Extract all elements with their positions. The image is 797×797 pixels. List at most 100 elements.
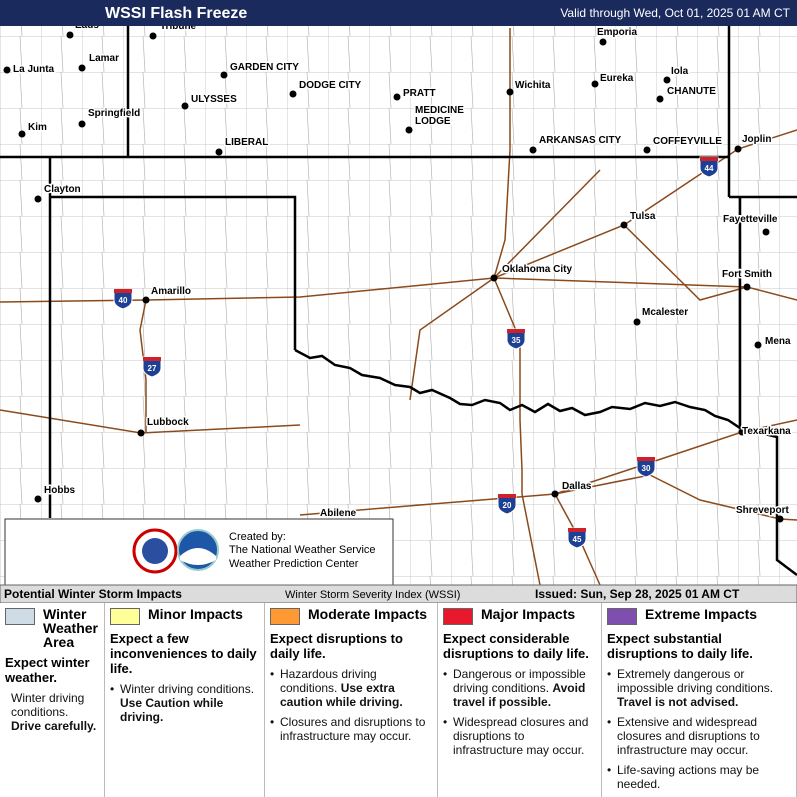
legend-item-text: Winter driving conditions. — [120, 682, 255, 696]
city-label: La Junta — [13, 64, 55, 75]
legend-item-text: Extremely dangerous or impossible drivin… — [617, 667, 774, 695]
interstate-number: 45 — [573, 535, 582, 544]
legend-headline: Expect substantial disruptions to daily … — [607, 631, 753, 661]
city-dot — [663, 76, 671, 84]
legend-item-bold: Use extra caution while driving. — [280, 681, 403, 709]
city-label: Emporia — [597, 27, 637, 38]
city-label: Texarkana — [742, 426, 791, 437]
legend-note-bold: Drive carefully. — [11, 719, 97, 733]
city-dot — [34, 495, 42, 503]
legend-item: Extensive and widespread closures and di… — [607, 715, 791, 757]
city-label: DODGE CITY — [299, 80, 362, 91]
legend-item: Closures and disruptions to infrastructu… — [270, 715, 432, 743]
city-label: Eureka — [600, 73, 634, 84]
interstate-shield — [506, 328, 526, 350]
interstate-shield — [636, 456, 656, 478]
city-dot — [405, 126, 413, 134]
city-dot — [620, 221, 628, 229]
city-label: Lamar — [89, 53, 119, 64]
legend-column: Moderate Impacts Expect disruptions to da… — [265, 603, 438, 797]
legend-heading: Extreme Impacts — [607, 607, 791, 625]
highway — [139, 299, 147, 433]
legend-name: Moderate Impacts — [308, 606, 428, 622]
city-label: ULYSSES — [191, 94, 237, 105]
interstate-shield-top — [700, 157, 718, 161]
legend-heading: Major Impacts — [443, 607, 596, 625]
city-dot — [142, 296, 150, 304]
credit-line: Created by: — [229, 531, 286, 543]
city-label: MEDICINE — [415, 105, 464, 116]
legend-item: Widespread closures and disruptions to i… — [443, 715, 596, 757]
city-dot — [743, 283, 751, 291]
city-dot — [734, 145, 742, 153]
legend-item: Life-saving actions may be needed. — [607, 763, 791, 791]
legend-item: Extremely dangerous or impossible drivin… — [607, 667, 791, 709]
legend-item-text: Closures and disruptions to infrastructu… — [280, 715, 426, 743]
legend-item-text: Life-saving actions may be needed. — [617, 763, 760, 791]
city-label: Hobbs — [44, 485, 76, 496]
legend-item-text: Hazardous driving conditions. — [280, 667, 377, 695]
city-label: Lubbock — [147, 417, 189, 428]
interstate-number: 30 — [642, 464, 651, 473]
city-dot — [529, 146, 537, 154]
legend-item-bold: Avoid travel if possible. — [453, 681, 586, 709]
interstate-shield-top — [637, 457, 655, 461]
city-dot — [776, 515, 784, 523]
legend-item-bold: Travel is not advised. — [617, 695, 739, 709]
city-label: PRATT — [403, 88, 436, 99]
city-dot — [289, 90, 297, 98]
city-dot — [220, 71, 228, 79]
legend-item-text: Extensive and widespread closures and di… — [617, 715, 760, 757]
interstate-shield — [567, 527, 587, 549]
legend-headline: Expect disruptions to daily life. — [270, 631, 403, 661]
interstate-number: 20 — [503, 501, 512, 510]
legend-swatch — [607, 608, 637, 625]
city-dot — [490, 274, 498, 282]
legend-item: Winter driving conditions. Use Caution w… — [110, 682, 259, 724]
legend-heading: Minor Impacts — [110, 607, 259, 625]
nws-logo-inner — [142, 538, 168, 564]
city-label: Fayetteville — [723, 214, 778, 225]
legend-column: Minor Impacts Expect a few inconveniences… — [105, 603, 265, 797]
city-dot — [591, 80, 599, 88]
city-label: Joplin — [742, 134, 771, 145]
city-dot — [78, 120, 86, 128]
city-label: Springfield — [88, 108, 140, 119]
city-dot — [137, 429, 145, 437]
legend-heading: Moderate Impacts — [270, 607, 432, 625]
legend-item: Hazardous driving conditions. Use extra … — [270, 667, 432, 709]
city-dot — [215, 148, 223, 156]
noaa-logo-wave — [180, 548, 216, 565]
legend-column: Major Impacts Expect considerable disrupt… — [438, 603, 602, 797]
county-lines — [0, 26, 797, 585]
city-dot — [34, 195, 42, 203]
legend-heading: Winter Weather Area — [5, 607, 99, 649]
interstate-shield — [113, 288, 133, 310]
legend-column: Winter Weather Area Expect winter weather… — [0, 603, 105, 797]
city-dot — [78, 64, 86, 72]
valid-time: Valid through Wed, Oct 01, 2025 01 AM CT — [560, 6, 790, 20]
legend-title: Potential Winter Storm Impacts — [4, 587, 182, 601]
city-label: Abilene — [320, 508, 357, 519]
interstate-shield — [497, 493, 517, 515]
interstate-shield-top — [568, 528, 586, 532]
legend-note: Winter driving conditions. Drive careful… — [5, 691, 99, 733]
city-dot — [66, 31, 74, 39]
interstate-shield-top — [507, 329, 525, 333]
interstate-number: 35 — [512, 336, 521, 345]
city-label: Tulsa — [630, 211, 656, 222]
legend-headline: Expect winter weather. — [5, 655, 90, 685]
city-dot — [738, 428, 746, 436]
city-label: LODGE — [415, 116, 451, 127]
city-label: GARDEN CITY — [230, 62, 299, 73]
legend-note-text: Winter driving conditions. — [11, 691, 85, 719]
legend-swatch — [5, 608, 35, 625]
city-label: ARKANSAS CITY — [539, 135, 622, 146]
interstate-shield — [699, 156, 719, 178]
highway — [554, 419, 797, 495]
state-borders — [0, 26, 797, 576]
credit-line: The National Weather Service — [229, 544, 376, 556]
legend-swatch — [443, 608, 473, 625]
legend-swatch — [270, 608, 300, 625]
